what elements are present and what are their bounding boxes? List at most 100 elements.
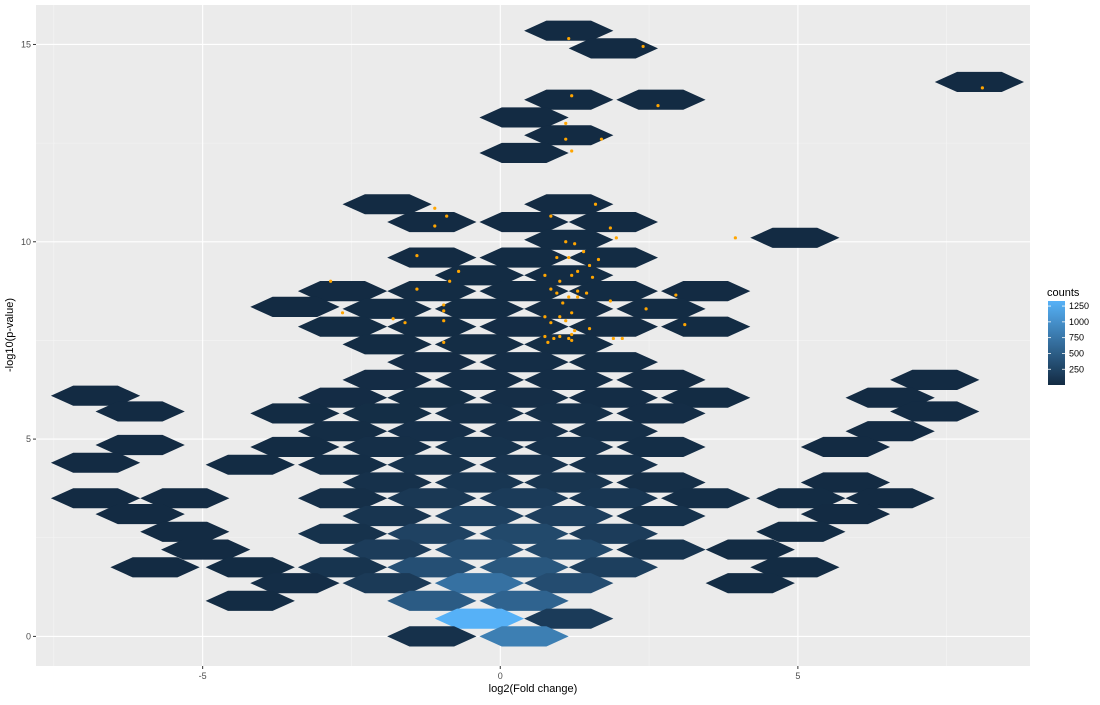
- hexbin: [524, 20, 614, 41]
- significant-point: [391, 317, 395, 321]
- hexbin: [342, 472, 432, 493]
- significant-point: [674, 293, 678, 297]
- hexbin: [297, 316, 388, 337]
- hexbin-layer: [50, 20, 1024, 647]
- significant-point: [567, 255, 571, 260]
- hexbin: [50, 385, 141, 406]
- significant-point: [564, 137, 568, 141]
- significant-point: [570, 338, 574, 343]
- hexbin: [342, 403, 432, 424]
- hexbin: [342, 298, 432, 319]
- significant-point: [683, 323, 687, 327]
- hexbin: [890, 369, 980, 390]
- hexbin: [524, 436, 614, 457]
- hexbin: [205, 454, 295, 475]
- hexbin: [479, 281, 569, 302]
- hexbin: [250, 573, 340, 594]
- legend-tick-label: 750: [1069, 333, 1084, 343]
- hexbin: [568, 281, 658, 302]
- significant-point: [456, 269, 461, 273]
- significant-point: [558, 334, 562, 339]
- y-axis-label: -log10(p-value): [4, 298, 16, 372]
- hexbin: [479, 557, 569, 578]
- significant-point: [546, 340, 550, 345]
- significant-points-layer: [329, 36, 984, 345]
- hexbin: [140, 521, 230, 542]
- hexbin: [524, 539, 614, 560]
- legend-ticks: 250 500 750 1000 1250: [1048, 301, 1089, 374]
- hexbin: [524, 194, 614, 215]
- significant-point: [549, 214, 553, 218]
- significant-point: [552, 336, 556, 341]
- significant-point: [415, 287, 419, 291]
- hexbin: [800, 504, 891, 525]
- y-tick-label: 15: [21, 39, 31, 49]
- hexbin: [434, 608, 525, 629]
- significant-point: [555, 291, 559, 295]
- significant-point: [608, 226, 612, 230]
- hexbin: [387, 454, 477, 475]
- significant-point: [445, 214, 449, 218]
- significant-point: [570, 332, 574, 337]
- hexbin: [661, 387, 751, 408]
- hexbin: [568, 247, 658, 268]
- hexbin: [524, 265, 614, 286]
- hexbin: [342, 573, 432, 594]
- hexbin: [161, 539, 251, 560]
- significant-point: [581, 250, 586, 254]
- significant-point: [584, 291, 589, 295]
- hexbin: [479, 352, 569, 373]
- hexbin: [342, 334, 432, 355]
- hexbin: [616, 298, 706, 319]
- hexbin: [110, 557, 200, 578]
- significant-point: [564, 319, 568, 323]
- significant-point: [564, 240, 568, 244]
- significant-point: [555, 255, 559, 260]
- legend-title: counts: [1047, 287, 1080, 299]
- hexbin: [934, 71, 1024, 92]
- y-tick-label: 5: [26, 434, 31, 444]
- significant-point: [558, 279, 562, 283]
- hexbin: [524, 608, 614, 629]
- hexbin: [568, 38, 658, 59]
- hexbin: [524, 573, 614, 594]
- y-tick-label: 0: [26, 631, 31, 641]
- significant-point: [561, 301, 565, 305]
- hexbin: [95, 401, 185, 422]
- hexbin: [434, 265, 525, 286]
- hexbin: [568, 421, 658, 442]
- significant-point: [570, 273, 574, 277]
- significant-point: [442, 340, 446, 345]
- hexbin: [568, 212, 658, 233]
- significant-point: [576, 295, 580, 299]
- hexbin: [342, 436, 432, 457]
- hexbin: [479, 421, 569, 442]
- significant-point: [570, 94, 574, 98]
- hexbin: [342, 506, 432, 527]
- hexbin: [434, 334, 525, 355]
- significant-point: [567, 336, 571, 341]
- hexbin: [524, 506, 614, 527]
- legend-tick-label: 250: [1069, 364, 1084, 374]
- significant-point: [543, 315, 547, 319]
- hexbin: [434, 298, 525, 319]
- hexbin: [568, 454, 658, 475]
- hexbin: [297, 557, 388, 578]
- hexbin: [387, 421, 477, 442]
- x-axis-label: log2(Fold change): [489, 683, 578, 695]
- significant-point: [543, 334, 547, 339]
- hexbin: [205, 557, 295, 578]
- hexbin: [387, 590, 477, 611]
- hexbin: [616, 403, 706, 424]
- hexbin: [250, 296, 340, 317]
- significant-point: [576, 269, 580, 273]
- hexbin: [616, 539, 706, 560]
- significant-point: [442, 309, 446, 313]
- legend-tick-label: 1000: [1069, 317, 1089, 327]
- hexbin: [297, 387, 388, 408]
- hexbin: [524, 89, 614, 110]
- hexbin: [387, 281, 477, 302]
- hexbin: [342, 194, 432, 215]
- significant-point: [611, 336, 615, 341]
